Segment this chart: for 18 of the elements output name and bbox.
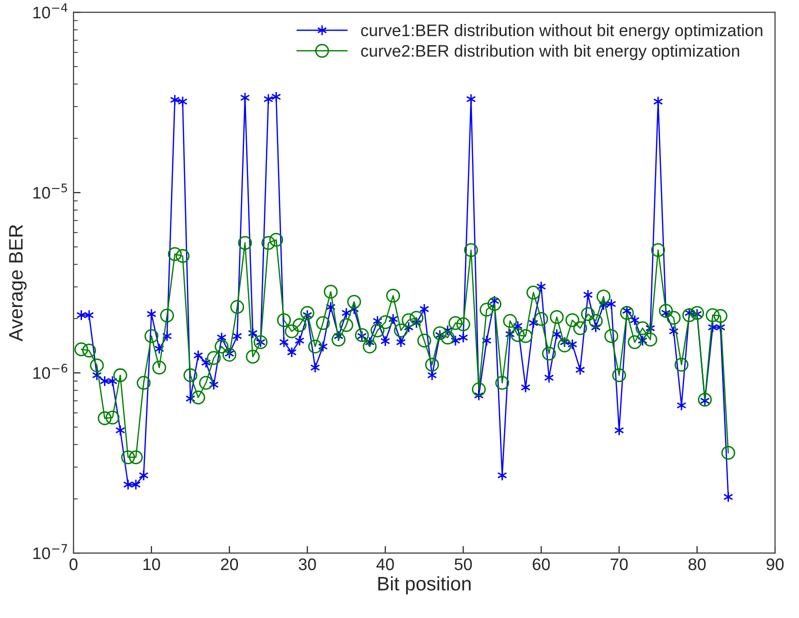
x-tick-label: 80 [688, 558, 706, 570]
x-tick-label: 10 [143, 558, 160, 570]
y-axis-title: Average BER [9, 224, 27, 342]
x-tick-label: 70 [610, 558, 628, 570]
x-tick-label: 20 [220, 558, 238, 570]
legend-label: curve2:BER distribution with bit energy optimization [361, 44, 740, 60]
x-tick-label: 40 [376, 558, 394, 570]
legend-label: curve1:BER distribution without bit energy optimization [361, 24, 762, 40]
x-tick-label: 30 [298, 558, 316, 570]
y-tick-label: 10$^{−7}$ [33, 544, 68, 560]
y-tick-label: 10$^{−4}$ [33, 3, 68, 18]
x-axis-title: Bit position [378, 576, 471, 594]
y-tick-label: 10$^{−6}$ [33, 364, 68, 379]
x-tick-label: 60 [532, 558, 550, 570]
x-tick-label: 0 [70, 558, 78, 570]
y-tick-label: 10$^{−5}$ [33, 184, 68, 199]
x-tick-label: 50 [454, 558, 472, 570]
x-tick-label: 90 [766, 558, 784, 570]
